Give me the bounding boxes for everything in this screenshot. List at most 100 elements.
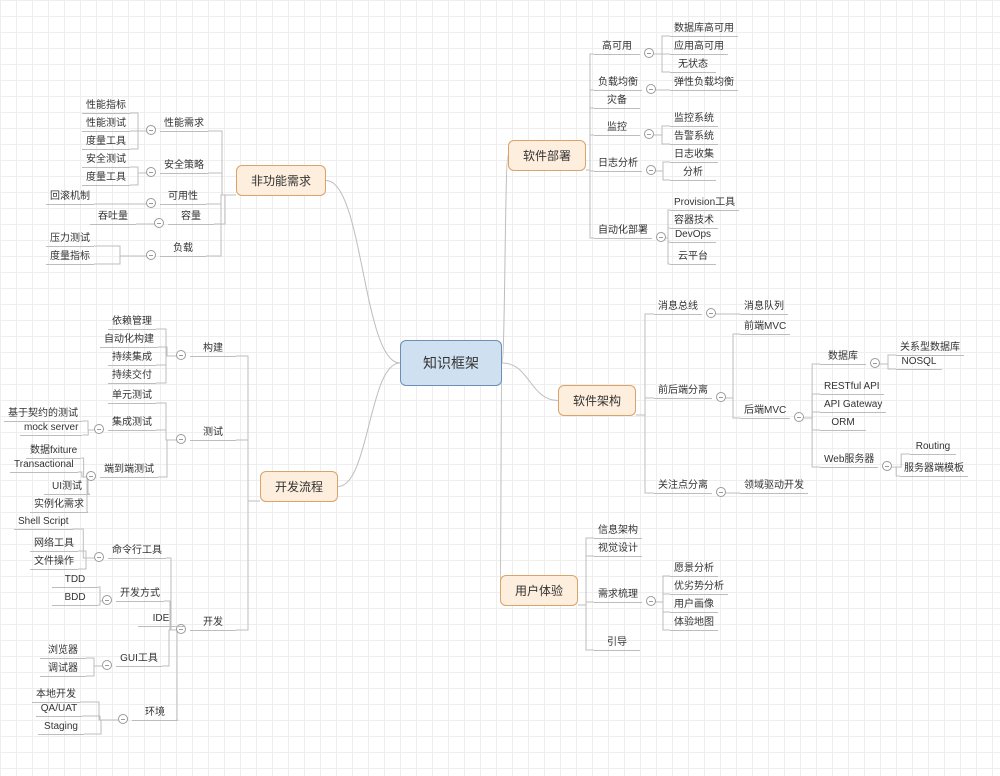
node-arc2b3[interactable]: API Gateway: [820, 398, 886, 413]
toggle-icon[interactable]: [146, 198, 156, 208]
node-nfr2a[interactable]: 安全测试: [82, 149, 130, 168]
node-ux3d[interactable]: 体验地图: [670, 612, 718, 631]
node-dev3a3[interactable]: 文件操作: [30, 551, 78, 570]
node-dep5a[interactable]: 日志收集: [670, 144, 718, 163]
node-dep3[interactable]: 灾备: [594, 90, 640, 109]
node-arc[interactable]: 软件架构: [558, 385, 636, 416]
node-nfr4a[interactable]: 吞吐量: [90, 206, 136, 225]
node-dev3b1[interactable]: TDD: [52, 573, 98, 588]
node-nfr1c[interactable]: 度量工具: [82, 131, 130, 150]
node-nfr5[interactable]: 负载: [160, 238, 206, 257]
node-ux1[interactable]: 信息架构: [594, 520, 642, 539]
node-arc3a[interactable]: 领域驱动开发: [740, 475, 808, 494]
node-arc2a[interactable]: 前端MVC: [740, 316, 790, 335]
toggle-icon[interactable]: [118, 714, 128, 724]
node-nfr2[interactable]: 安全策略: [160, 155, 208, 174]
node-arc2b[interactable]: 后端MVC: [740, 400, 790, 419]
node-ux2[interactable]: 视觉设计: [594, 538, 642, 557]
node-dev3e1[interactable]: 本地开发: [32, 684, 80, 703]
node-arc2b1a[interactable]: 关系型数据库: [896, 337, 964, 356]
node-dep6a[interactable]: Provision工具: [670, 192, 739, 211]
node-dep1a[interactable]: 数据库高可用: [670, 18, 738, 37]
node-dep4a[interactable]: 监控系统: [670, 108, 718, 127]
node-dep1b[interactable]: 应用高可用: [670, 36, 728, 55]
node-dev1b[interactable]: 自动化构建: [100, 329, 158, 348]
node-nfr2b[interactable]: 度量工具: [82, 167, 130, 186]
node-dep1c[interactable]: 无状态: [670, 54, 716, 73]
toggle-icon[interactable]: [146, 167, 156, 177]
node-arc3[interactable]: 关注点分离: [654, 475, 712, 494]
node-dev3b2[interactable]: BDD: [52, 591, 98, 606]
node-dev1c[interactable]: 持续集成: [108, 347, 156, 366]
toggle-icon[interactable]: [794, 412, 804, 422]
node-arc2b5[interactable]: Web服务器: [820, 449, 878, 468]
toggle-icon[interactable]: [94, 424, 104, 434]
node-nfr[interactable]: 非功能需求: [236, 165, 326, 196]
node-dev2a[interactable]: 单元测试: [108, 385, 156, 404]
node-arc2b1b[interactable]: NOSQL: [896, 355, 942, 370]
node-dev2c3[interactable]: UI测试: [44, 476, 90, 495]
node-nfr4[interactable]: 容量: [168, 206, 214, 225]
node-dev1d[interactable]: 持续交付: [108, 365, 156, 384]
toggle-icon[interactable]: [176, 350, 186, 360]
toggle-icon[interactable]: [646, 596, 656, 606]
toggle-icon[interactable]: [716, 487, 726, 497]
node-arc2b5b[interactable]: 服务器端模板: [900, 458, 968, 477]
toggle-icon[interactable]: [102, 595, 112, 605]
node-ux3[interactable]: 需求梳理: [594, 584, 642, 603]
node-dev3e[interactable]: 环境: [132, 702, 178, 721]
node-dev1a[interactable]: 依赖管理: [108, 311, 156, 330]
node-dep2[interactable]: 负载均衡: [594, 72, 642, 91]
node-nfr1[interactable]: 性能需求: [160, 113, 208, 132]
node-dep[interactable]: 软件部署: [508, 140, 586, 171]
node-dep1[interactable]: 高可用: [594, 36, 640, 55]
node-nfr1a[interactable]: 性能指标: [82, 95, 130, 114]
node-dev2b1[interactable]: 基于契约的测试: [4, 403, 82, 422]
node-arc2b2[interactable]: RESTful API: [820, 380, 884, 395]
node-dev3b[interactable]: 开发方式: [116, 583, 164, 602]
toggle-icon[interactable]: [644, 129, 654, 139]
node-dev3[interactable]: 开发: [190, 612, 236, 631]
node-arc2[interactable]: 前后端分离: [654, 380, 712, 399]
node-arc2b4[interactable]: ORM: [820, 416, 866, 431]
node-ux[interactable]: 用户体验: [500, 575, 578, 606]
node-arc2b1[interactable]: 数据库: [820, 346, 866, 365]
toggle-icon[interactable]: [146, 125, 156, 135]
node-dev3c[interactable]: IDE: [138, 612, 184, 627]
toggle-icon[interactable]: [154, 218, 164, 228]
node-dep4[interactable]: 监控: [594, 117, 640, 136]
node-dev[interactable]: 开发流程: [260, 471, 338, 502]
node-dev3a2[interactable]: 网络工具: [30, 533, 78, 552]
node-dep6d[interactable]: 云平台: [670, 246, 716, 265]
node-ux3a[interactable]: 愿景分析: [670, 558, 718, 577]
node-dev3a1[interactable]: Shell Script: [14, 515, 73, 530]
node-ux3b[interactable]: 优劣势分析: [670, 576, 728, 595]
node-dev2[interactable]: 测试: [190, 422, 236, 441]
toggle-icon[interactable]: [646, 165, 656, 175]
node-dev1[interactable]: 构建: [190, 338, 236, 357]
node-dev3e2[interactable]: QA/UAT: [36, 702, 82, 717]
node-nfr3[interactable]: 可用性: [160, 186, 206, 205]
node-dep4b[interactable]: 告警系统: [670, 126, 718, 145]
node-dep6c[interactable]: DevOps: [670, 228, 716, 243]
node-dep6[interactable]: 自动化部署: [594, 220, 652, 239]
node-dev3d1[interactable]: 浏览器: [40, 640, 86, 659]
node-dep2a[interactable]: 弹性负载均衡: [670, 72, 738, 91]
node-nfr5b[interactable]: 度量指标: [46, 246, 94, 265]
node-dep5b[interactable]: 分析: [670, 162, 716, 181]
toggle-icon[interactable]: [176, 434, 186, 444]
node-ux4[interactable]: 引导: [594, 632, 640, 651]
node-dev2c1[interactable]: 数据fxiture: [26, 440, 81, 459]
node-dev2c[interactable]: 端到端测试: [100, 459, 158, 478]
node-nfr3a[interactable]: 回滚机制: [46, 186, 94, 205]
toggle-icon[interactable]: [656, 232, 666, 242]
node-nfr5a[interactable]: 压力测试: [46, 228, 94, 247]
node-ux3c[interactable]: 用户画像: [670, 594, 718, 613]
node-dev3d[interactable]: GUI工具: [116, 648, 162, 667]
node-dev3a[interactable]: 命令行工具: [108, 540, 166, 559]
node-dev2b[interactable]: 集成测试: [108, 412, 156, 431]
node-nfr1b[interactable]: 性能测试: [82, 113, 130, 132]
node-dev3e3[interactable]: Staging: [38, 720, 84, 735]
node-dep6b[interactable]: 容器技术: [670, 210, 718, 229]
node-root[interactable]: 知识框架: [400, 340, 502, 386]
